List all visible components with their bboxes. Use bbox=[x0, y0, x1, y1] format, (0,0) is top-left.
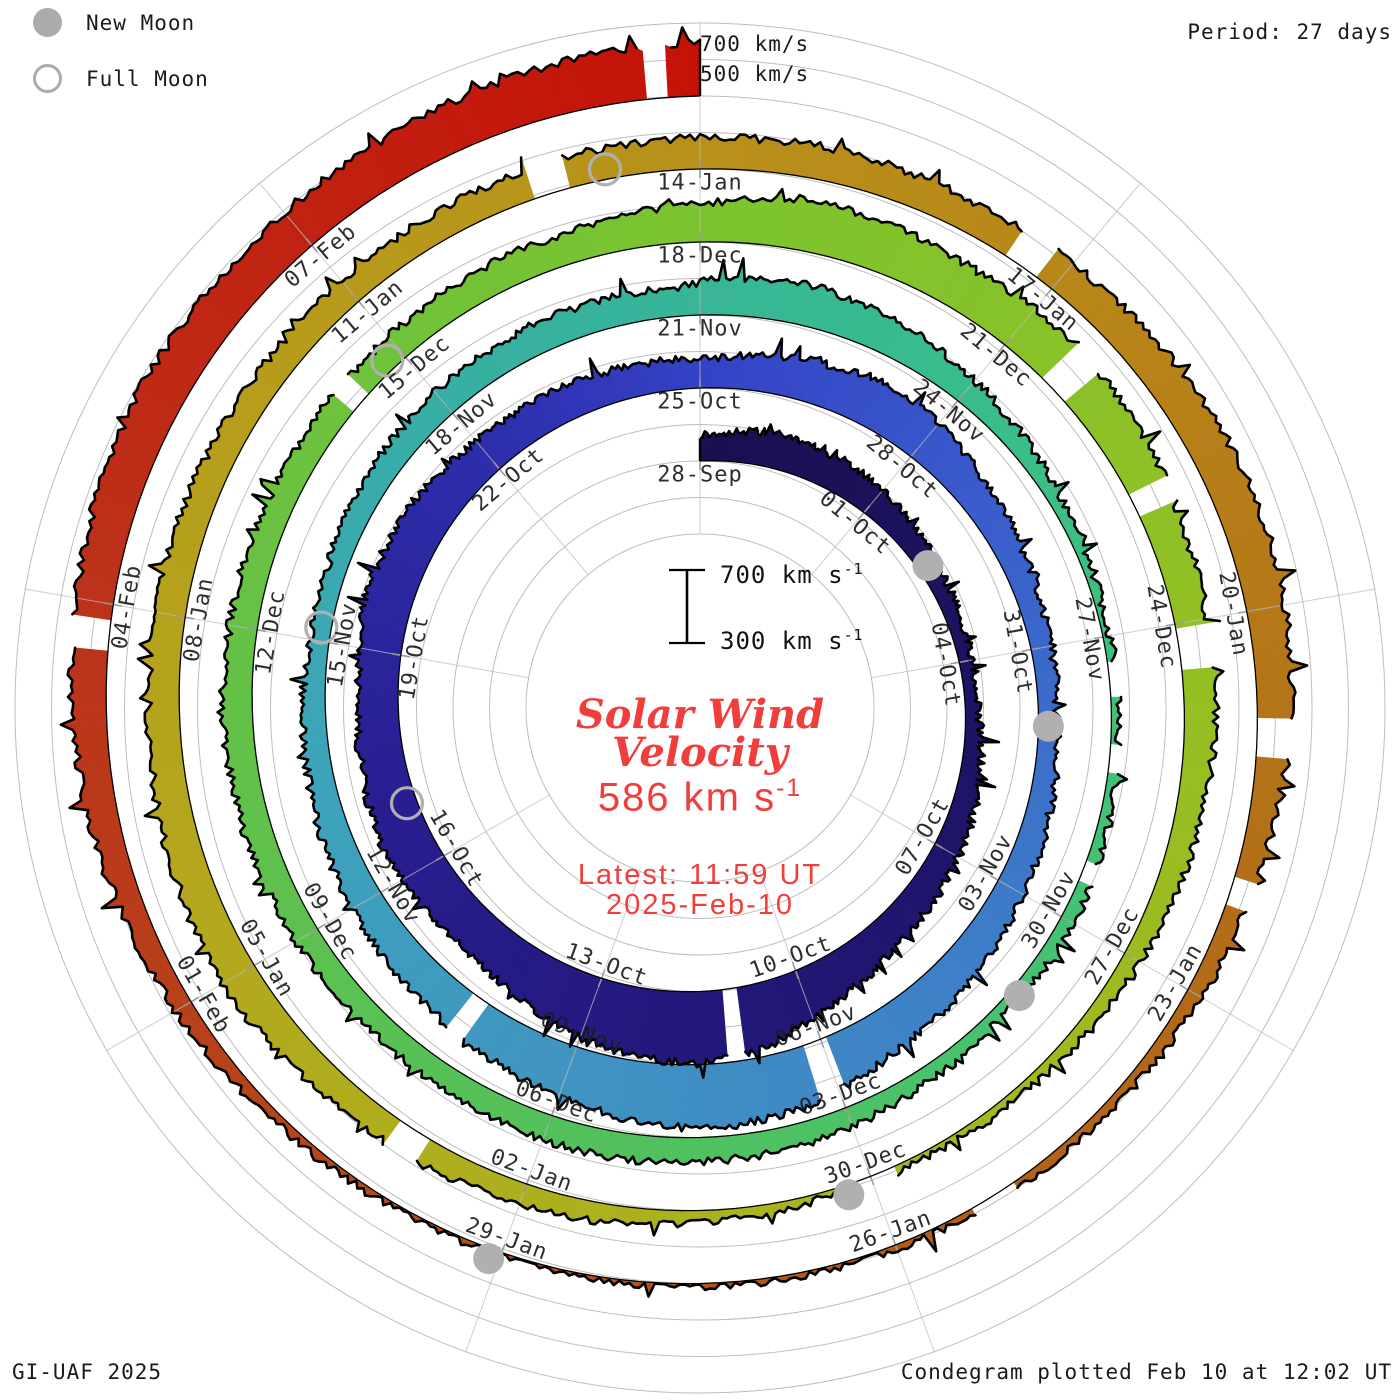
new-moon-legend-label: New Moon bbox=[86, 10, 196, 35]
credit-label: GI-UAF 2025 bbox=[12, 1360, 163, 1384]
full-moon-icon bbox=[587, 152, 623, 187]
moon-markers bbox=[304, 152, 1064, 1275]
velocity-curve-outline bbox=[59, 26, 1309, 1298]
date-label: 28-Sep bbox=[657, 463, 742, 488]
plotted-time-label: Condegram plotted Feb 10 at 12:02 UT bbox=[900, 1360, 1392, 1384]
new-moon-legend-icon bbox=[33, 8, 62, 37]
date-label: 25-Oct bbox=[657, 390, 742, 415]
full-moon-legend-icon bbox=[33, 64, 62, 93]
full-moon-legend-label: Full Moon bbox=[86, 66, 209, 91]
full-moon-icon bbox=[389, 786, 425, 821]
new-moon-icon bbox=[912, 550, 944, 582]
full-moon-icon bbox=[370, 343, 405, 378]
date-label: 14-Jan bbox=[657, 171, 742, 196]
date-label: 30-Dec bbox=[821, 1137, 910, 1190]
full-moon-icon bbox=[304, 610, 339, 645]
outer-scale-500: 500 km/s bbox=[700, 62, 810, 86]
new-moon-icon bbox=[833, 1179, 865, 1211]
date-label: 18-Dec bbox=[657, 244, 742, 269]
new-moon-icon bbox=[1003, 980, 1035, 1012]
plot-title-line2: Velocity bbox=[612, 729, 788, 776]
latest-time-label: Latest: 11:59 UT bbox=[577, 859, 823, 891]
scalebar-bottom-label: 300 km s-1 bbox=[720, 626, 864, 655]
legend-full-moon: Full Moon bbox=[33, 64, 209, 93]
latest-velocity-value: 586 km s-1 bbox=[597, 775, 803, 820]
plot-title-line1: Solar Wind bbox=[575, 691, 825, 738]
center-scalebar bbox=[669, 568, 705, 645]
scalebar-top-label: 700 km s-1 bbox=[720, 560, 864, 589]
outer-scale-700: 700 km/s bbox=[700, 32, 810, 56]
spiral-baseline bbox=[105, 95, 1258, 1285]
solar-wind-spiral-band bbox=[60, 27, 1308, 1297]
new-moon-icon bbox=[1032, 710, 1064, 742]
legend-new-moon: New Moon bbox=[33, 8, 195, 37]
period-label: Period: 27 days bbox=[1187, 20, 1392, 44]
new-moon-icon bbox=[473, 1243, 505, 1275]
date-label: 21-Nov bbox=[657, 317, 742, 342]
latest-date-label: 2025-Feb-10 bbox=[605, 889, 795, 921]
